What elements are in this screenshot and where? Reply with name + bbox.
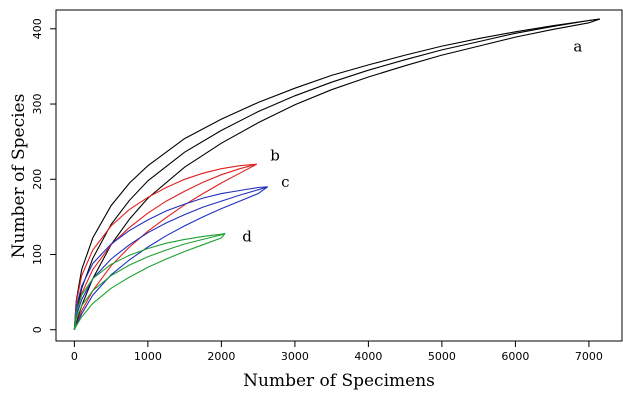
series-d <box>73 232 226 330</box>
series-b <box>73 163 257 330</box>
x-axis: 0 1000 2000 3000 4000 5000 6000 7000 <box>71 341 603 363</box>
x-tick-label: 5000 <box>428 350 456 363</box>
y-axis-title: Number of Species <box>9 94 29 259</box>
series-a-upper-line <box>73 18 600 330</box>
curve-label-c: c <box>281 173 289 191</box>
x-tick-label: 3000 <box>281 350 309 363</box>
series-d-lower-line <box>73 233 226 330</box>
series-c-upper-line <box>73 186 268 330</box>
series-b-lower-line <box>73 163 257 330</box>
y-tick-label: 300 <box>31 94 44 115</box>
curve-label-d: d <box>242 228 252 246</box>
x-tick-label: 6000 <box>501 350 529 363</box>
x-tick-label: 2000 <box>207 350 235 363</box>
y-tick-label: 100 <box>31 244 44 265</box>
x-axis-title: Number of Specimens <box>243 371 435 390</box>
plot-frame <box>55 9 623 342</box>
series-c <box>73 186 269 330</box>
series-b-upper-line <box>73 163 257 330</box>
y-tick-label: 0 <box>31 326 44 333</box>
series-b-mean-line <box>73 163 257 330</box>
x-tick-label: 7000 <box>575 350 603 363</box>
y-tick-label: 400 <box>31 18 44 39</box>
curves-layer <box>73 18 601 330</box>
y-axis: 0 100 200 300 400 <box>31 18 56 333</box>
series-d-mean-line <box>73 232 226 330</box>
series-a-lower-line <box>73 18 601 330</box>
series-a <box>73 18 601 330</box>
x-tick-label: 0 <box>71 350 78 363</box>
y-tick-label: 200 <box>31 169 44 190</box>
series-d-upper-line <box>73 232 226 330</box>
curve-labels-layer: a bc d <box>242 37 582 245</box>
series-c-mean-line <box>73 186 268 330</box>
x-tick-label: 4000 <box>354 350 382 363</box>
series-c-lower-line <box>73 186 269 330</box>
series-a-mean-line <box>73 18 600 330</box>
curve-label-b: b <box>270 146 280 164</box>
x-tick-label: 1000 <box>134 350 162 363</box>
curve-label-a: a <box>573 37 582 55</box>
